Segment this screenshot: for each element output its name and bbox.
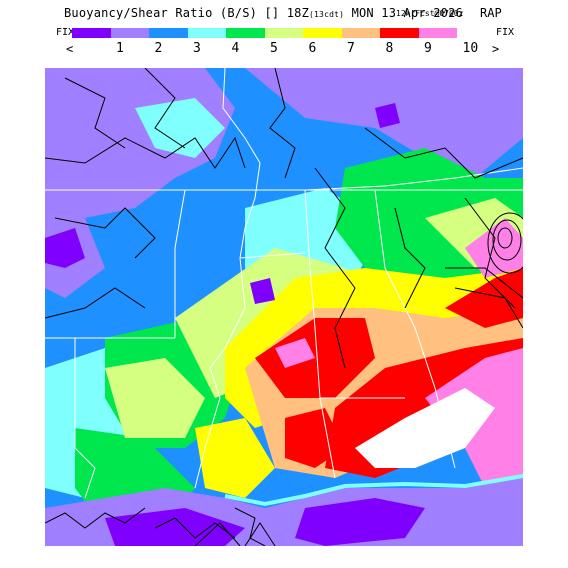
fix-left-button[interactable]: FIX: [56, 27, 75, 38]
map-canvas: [45, 68, 523, 546]
field-band-7-s: [195, 418, 275, 498]
legend-tick-8: 8: [385, 41, 394, 56]
init-time: 12hrFcst@0700z: [396, 9, 464, 18]
map-panel: [45, 68, 523, 546]
legend-swatch-8: [341, 28, 380, 38]
legend-swatch-1: [72, 28, 111, 38]
legend-tick-10: 10: [462, 41, 479, 56]
next-arrow-button[interactable]: >: [492, 42, 500, 56]
field-band-1-w: [45, 228, 85, 268]
gulf-ocean-band-1: [105, 508, 245, 546]
field-band-4-a: [135, 98, 225, 158]
legend-swatch-5: [226, 28, 265, 38]
field-band-10-a: [275, 338, 315, 368]
legend-swatch-2: [110, 28, 149, 38]
legend-tick-2: 2: [154, 41, 163, 56]
legend-swatch-6: [264, 28, 303, 38]
coast-fringe: [224, 474, 523, 507]
field-band-1-c: [250, 278, 275, 304]
legend-tick-7: 7: [347, 41, 355, 56]
legend-tick-9: 9: [424, 41, 432, 56]
field-band-1-n: [375, 103, 400, 128]
legend-swatch-10: [418, 28, 457, 38]
field-band-6-w: [105, 358, 205, 438]
model-name: RAP: [480, 6, 502, 20]
state-borders: [45, 68, 523, 499]
legend-tick-6: 6: [308, 41, 317, 56]
legend-swatch-11: [457, 28, 496, 38]
field-band-11: [355, 388, 495, 468]
gulf-ocean-band-1-e: [295, 498, 425, 546]
legend-tick-3: 3: [193, 41, 201, 56]
legend-tick-4: 4: [231, 41, 240, 56]
legend-swatch-4: [187, 28, 226, 38]
fix-right-button[interactable]: FIX: [496, 27, 515, 38]
legend-ticks: 1 2 3 4 5 6 7 8 9 10: [0, 41, 568, 61]
legend-color-bar: [72, 28, 496, 38]
color-legend: FIX FIX 1 2 3 4 5 6 7 8 9 10 < >: [0, 25, 568, 65]
contour-lines: [45, 68, 523, 546]
previous-arrow-button[interactable]: <: [66, 42, 74, 56]
legend-swatch-3: [149, 28, 188, 38]
legend-tick-5: 5: [270, 41, 278, 56]
legend-swatch-9: [380, 28, 419, 38]
legend-tick-1: 1: [116, 41, 124, 56]
legend-swatch-7: [303, 28, 342, 38]
title-text: Buoyancy/Shear Ratio (B/S) [] 18Z(13cdt)…: [64, 6, 463, 20]
map-title: Buoyancy/Shear Ratio (B/S) [] 18Z(13cdt)…: [0, 6, 568, 22]
